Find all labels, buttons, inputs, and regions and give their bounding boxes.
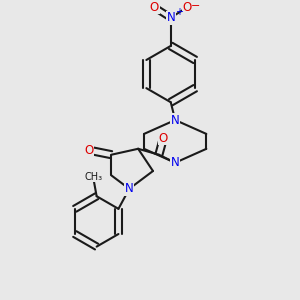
Text: −: − [191,1,200,11]
Text: CH₃: CH₃ [85,172,103,182]
Text: O: O [159,132,168,145]
Text: O: O [85,144,94,157]
Text: N: N [167,11,175,24]
Text: N: N [171,156,180,169]
Text: O: O [150,1,159,14]
Text: N: N [125,182,134,195]
Text: N: N [171,113,180,127]
Text: O: O [182,1,192,14]
Text: +: + [175,7,183,17]
